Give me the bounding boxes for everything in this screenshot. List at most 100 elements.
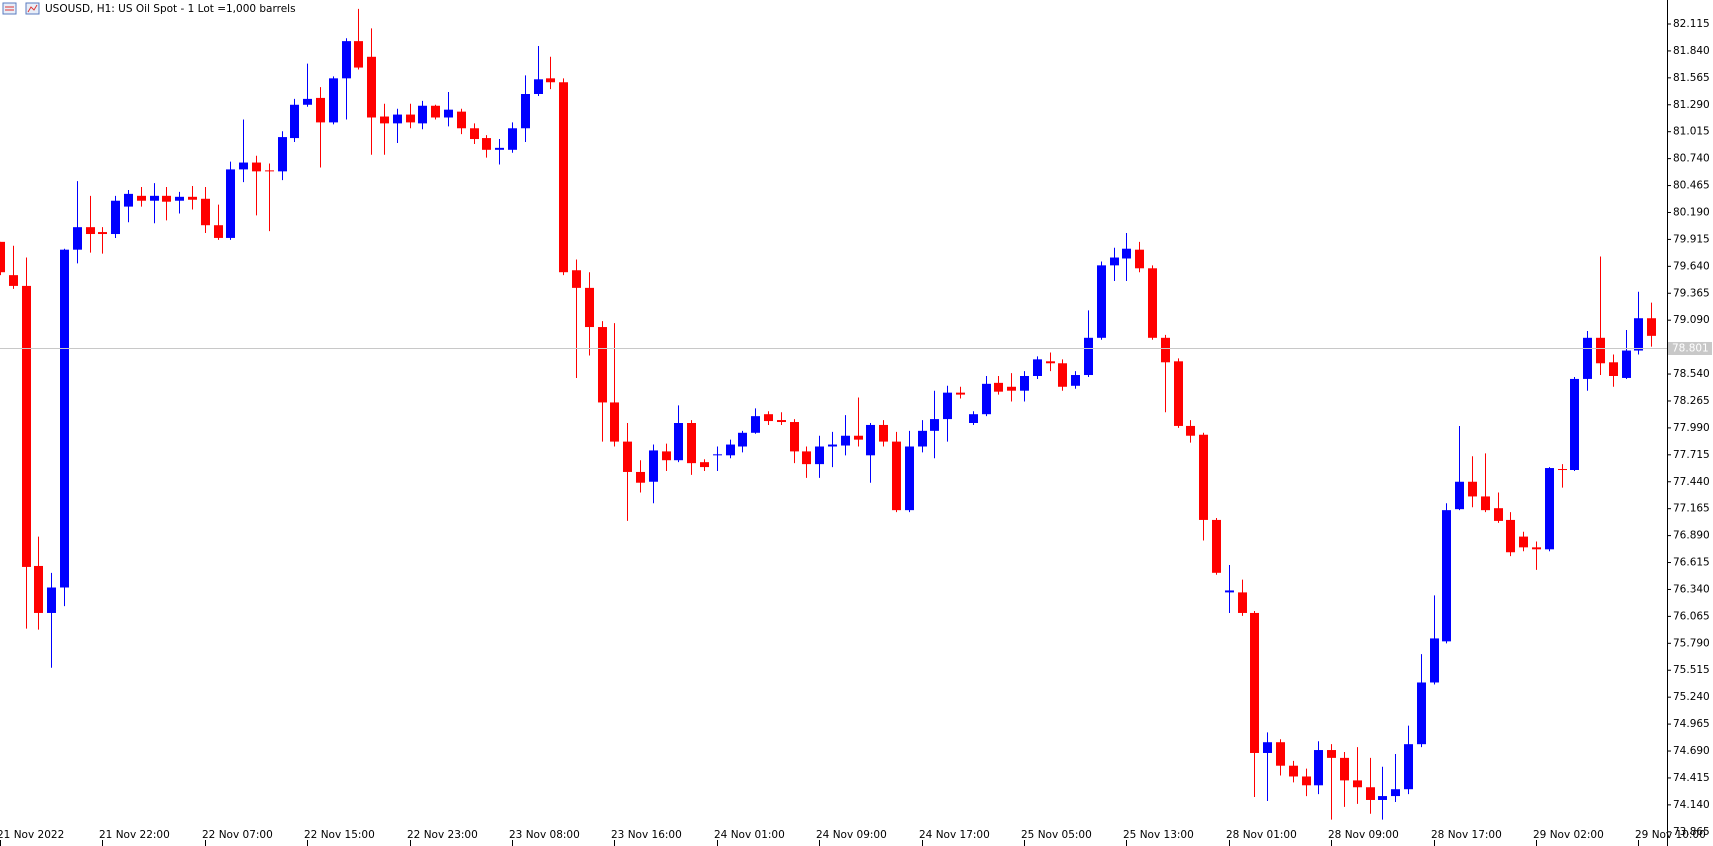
candle-body bbox=[150, 195, 159, 201]
y-tick-label: 80.465 bbox=[1673, 180, 1710, 192]
candle-body bbox=[380, 116, 389, 124]
y-tick-label: 76.615 bbox=[1673, 557, 1710, 569]
x-tick-label: 29 Nov 10:00 bbox=[1635, 829, 1706, 841]
candle-body bbox=[98, 232, 107, 235]
candle-body bbox=[1238, 592, 1247, 613]
candle-body bbox=[1468, 481, 1477, 497]
candle-body bbox=[905, 446, 914, 511]
x-tick-label: 24 Nov 09:00 bbox=[816, 829, 887, 841]
candle-body bbox=[86, 227, 95, 235]
candle-body bbox=[252, 162, 261, 172]
candle-body bbox=[1404, 744, 1413, 790]
candle-body bbox=[815, 446, 824, 465]
candle-body bbox=[1263, 742, 1272, 753]
candle-body bbox=[994, 382, 1003, 392]
y-tick-label: 76.340 bbox=[1673, 583, 1710, 595]
candle-body bbox=[1417, 682, 1426, 745]
candle-body bbox=[60, 249, 69, 588]
current-price-box bbox=[1668, 341, 1712, 355]
candle-body bbox=[508, 128, 517, 150]
candle-body bbox=[1122, 248, 1131, 259]
candle-body bbox=[1199, 434, 1208, 520]
candle-body bbox=[329, 78, 338, 123]
y-tick-label: 81.840 bbox=[1673, 45, 1710, 57]
candle-body bbox=[764, 414, 773, 422]
candle-body bbox=[444, 109, 453, 118]
candle-body bbox=[393, 114, 402, 124]
candle-body bbox=[1020, 376, 1029, 391]
candle-body bbox=[1622, 350, 1631, 378]
candle-body bbox=[418, 105, 427, 124]
candle-body bbox=[1545, 468, 1554, 550]
candle-body bbox=[943, 392, 952, 420]
y-tick-label: 77.715 bbox=[1673, 449, 1710, 461]
candle-body bbox=[662, 451, 671, 461]
candle-body bbox=[1212, 519, 1221, 573]
y-tick-label: 81.565 bbox=[1673, 72, 1710, 84]
y-tick-label: 80.190 bbox=[1673, 206, 1710, 218]
y-tick-label: 75.790 bbox=[1673, 637, 1710, 649]
candle-body bbox=[265, 170, 274, 172]
candle-body bbox=[1455, 481, 1464, 510]
y-tick-label: 74.690 bbox=[1673, 745, 1710, 757]
candle-body bbox=[585, 287, 594, 328]
candle-body bbox=[1058, 363, 1067, 387]
y-tick-label: 81.290 bbox=[1673, 99, 1710, 111]
y-tick-label: 74.965 bbox=[1673, 718, 1710, 730]
x-tick-label: 29 Nov 02:00 bbox=[1533, 829, 1604, 841]
candle-body bbox=[1110, 257, 1119, 266]
candle-body bbox=[700, 462, 709, 468]
y-tick-label: 76.890 bbox=[1673, 530, 1710, 542]
candle-body bbox=[572, 270, 581, 288]
candle-body bbox=[1634, 318, 1643, 351]
candle-body bbox=[1519, 536, 1528, 548]
candle-body bbox=[982, 383, 991, 415]
candle-body bbox=[623, 441, 632, 472]
candle-body bbox=[674, 423, 683, 461]
candle-body bbox=[201, 198, 210, 226]
x-tick-label: 25 Nov 05:00 bbox=[1021, 829, 1092, 841]
candle-body bbox=[316, 97, 325, 123]
y-tick-label: 75.515 bbox=[1673, 664, 1710, 676]
candle-body bbox=[969, 414, 978, 423]
candle-body bbox=[1558, 469, 1567, 471]
candle-body bbox=[1378, 796, 1387, 800]
y-tick-label: 78.265 bbox=[1673, 395, 1710, 407]
y-tick-label: 75.240 bbox=[1673, 691, 1710, 703]
candle-body bbox=[226, 169, 235, 238]
candle-body bbox=[278, 137, 287, 172]
candle-body bbox=[431, 105, 440, 118]
x-tick-label: 22 Nov 15:00 bbox=[304, 829, 375, 841]
candle-body bbox=[802, 451, 811, 465]
candle-body bbox=[1033, 359, 1042, 376]
candle-body bbox=[1135, 249, 1144, 269]
candle-body bbox=[534, 79, 543, 94]
candle-body bbox=[367, 56, 376, 118]
y-tick-label: 79.915 bbox=[1673, 233, 1710, 245]
candle-body bbox=[354, 41, 363, 68]
candle-body bbox=[751, 416, 760, 433]
x-tick-label: 22 Nov 07:00 bbox=[202, 829, 273, 841]
candle-body bbox=[1148, 268, 1157, 338]
candle-body bbox=[495, 147, 504, 150]
x-tick-label: 23 Nov 16:00 bbox=[611, 829, 682, 841]
candle-body bbox=[1276, 742, 1285, 766]
candle-body bbox=[1327, 750, 1336, 758]
candle-body bbox=[828, 444, 837, 447]
current-price-label: 78.801 bbox=[1672, 342, 1709, 354]
candle-body bbox=[47, 587, 56, 613]
x-tick-label: 28 Nov 17:00 bbox=[1431, 829, 1502, 841]
y-tick-label: 80.740 bbox=[1673, 153, 1710, 165]
x-tick-label: 24 Nov 01:00 bbox=[714, 829, 785, 841]
x-tick-label: 28 Nov 09:00 bbox=[1328, 829, 1399, 841]
candle-body bbox=[866, 424, 875, 456]
candle-body bbox=[1391, 789, 1400, 797]
x-tick-label: 22 Nov 23:00 bbox=[407, 829, 478, 841]
y-tick-label: 74.140 bbox=[1673, 799, 1710, 811]
candle-body bbox=[610, 402, 619, 442]
candle-body bbox=[1289, 765, 1298, 777]
candle-body bbox=[1481, 496, 1490, 511]
